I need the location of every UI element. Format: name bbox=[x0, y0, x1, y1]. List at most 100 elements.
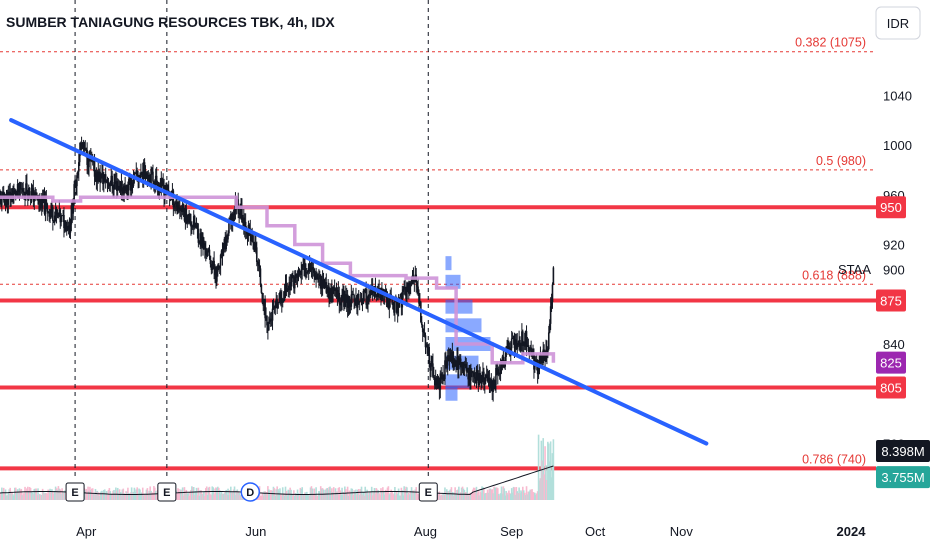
candle-body bbox=[420, 321, 423, 325]
candle-body bbox=[456, 356, 458, 362]
volume-bar bbox=[530, 489, 532, 500]
volume-bar bbox=[25, 492, 27, 500]
volume-bar bbox=[54, 486, 57, 500]
candle-body bbox=[343, 290, 345, 307]
volume-bar bbox=[389, 493, 392, 500]
volume-bar bbox=[179, 491, 181, 500]
fib-label: 0.382 (1075) bbox=[795, 36, 866, 50]
volume-bar bbox=[39, 495, 42, 500]
volume-bar bbox=[543, 474, 545, 500]
candle-body bbox=[409, 282, 412, 286]
volume-bar bbox=[312, 493, 315, 500]
volume-bar bbox=[217, 486, 219, 500]
candle-body bbox=[209, 255, 212, 265]
candle-body bbox=[189, 214, 191, 223]
volume-bar bbox=[37, 488, 39, 500]
volume-bar bbox=[97, 492, 100, 500]
candle-body bbox=[296, 274, 299, 278]
candle-body bbox=[59, 209, 62, 223]
candle-body bbox=[331, 287, 334, 303]
candle-body bbox=[257, 264, 260, 266]
candle-body bbox=[499, 366, 502, 375]
candle-body bbox=[1, 191, 4, 195]
volume-bar bbox=[234, 495, 237, 500]
volume-bar bbox=[95, 491, 98, 500]
volume-bar bbox=[494, 487, 496, 500]
volume-bar bbox=[404, 488, 406, 500]
currency-button[interactable]: IDR bbox=[875, 6, 921, 40]
volume-bar bbox=[440, 494, 443, 500]
volume-bar bbox=[218, 490, 221, 500]
volume-bar bbox=[221, 493, 224, 500]
volume-bar bbox=[385, 491, 388, 500]
volume-bar bbox=[343, 491, 345, 500]
volume-bar bbox=[457, 489, 459, 500]
volume-bar bbox=[239, 494, 241, 500]
volume-bar bbox=[550, 477, 553, 500]
candle-body bbox=[539, 355, 542, 364]
candle-body bbox=[431, 361, 433, 364]
candle-body bbox=[289, 282, 291, 291]
volume-bar bbox=[4, 489, 7, 500]
candle-body bbox=[483, 371, 485, 385]
candle-body bbox=[501, 356, 504, 365]
candle-body bbox=[200, 233, 202, 247]
volume-bar bbox=[92, 493, 95, 500]
candle-body bbox=[316, 275, 318, 279]
candle-body bbox=[215, 274, 217, 282]
candle-body bbox=[530, 347, 532, 351]
candle-body bbox=[154, 175, 157, 187]
candle-body bbox=[523, 341, 526, 347]
candle-body bbox=[175, 202, 177, 204]
volume-bar bbox=[125, 491, 127, 500]
candle-body bbox=[45, 199, 48, 204]
candle-body bbox=[52, 220, 55, 223]
volume-bar bbox=[96, 490, 99, 500]
volume-bar bbox=[181, 487, 184, 500]
candle-body bbox=[153, 181, 155, 186]
candle-body bbox=[51, 207, 53, 213]
volume-bar bbox=[545, 465, 547, 500]
volume-bar bbox=[483, 488, 485, 500]
volume-bar bbox=[439, 495, 442, 500]
price-badge: 825 bbox=[876, 351, 906, 374]
candle-body bbox=[159, 185, 162, 189]
candle-body bbox=[392, 303, 394, 310]
candle-body bbox=[231, 213, 234, 223]
volume-bar bbox=[269, 490, 272, 500]
volume-bar bbox=[512, 486, 515, 500]
candle-body bbox=[279, 291, 281, 302]
volume-bar bbox=[154, 490, 157, 500]
candle-body bbox=[3, 200, 6, 206]
dividend-marker-circle bbox=[240, 482, 261, 502]
volume-bar bbox=[522, 486, 524, 500]
volume-bar bbox=[120, 495, 123, 500]
candle-body bbox=[510, 338, 513, 349]
volume-bar bbox=[535, 493, 538, 500]
candle-body bbox=[242, 217, 245, 229]
candle-body bbox=[96, 171, 99, 182]
volume-bar bbox=[363, 495, 366, 500]
candle-body bbox=[349, 306, 352, 308]
volume-bar bbox=[109, 491, 112, 500]
volume-bar bbox=[63, 492, 65, 500]
candle-body bbox=[471, 372, 474, 374]
volume-bar bbox=[451, 491, 454, 500]
candle-body bbox=[326, 291, 329, 293]
price-badges-layer: 950 875 825 805 8.398M 3.755M bbox=[876, 196, 930, 489]
volume-bar bbox=[361, 494, 364, 500]
volume-bar bbox=[416, 493, 418, 500]
candle-body bbox=[348, 296, 351, 307]
volume-bar bbox=[12, 494, 14, 500]
y-tick-label: 1040 bbox=[883, 88, 912, 103]
volume-bar bbox=[498, 495, 501, 500]
candle-body bbox=[402, 289, 405, 292]
volume-bar bbox=[509, 493, 511, 500]
volume-bar bbox=[86, 491, 88, 500]
volume-bar bbox=[27, 486, 29, 500]
volume-bar bbox=[91, 488, 94, 500]
candle-body bbox=[536, 362, 539, 375]
volume-bar bbox=[304, 492, 306, 500]
volume-bar bbox=[289, 487, 291, 500]
